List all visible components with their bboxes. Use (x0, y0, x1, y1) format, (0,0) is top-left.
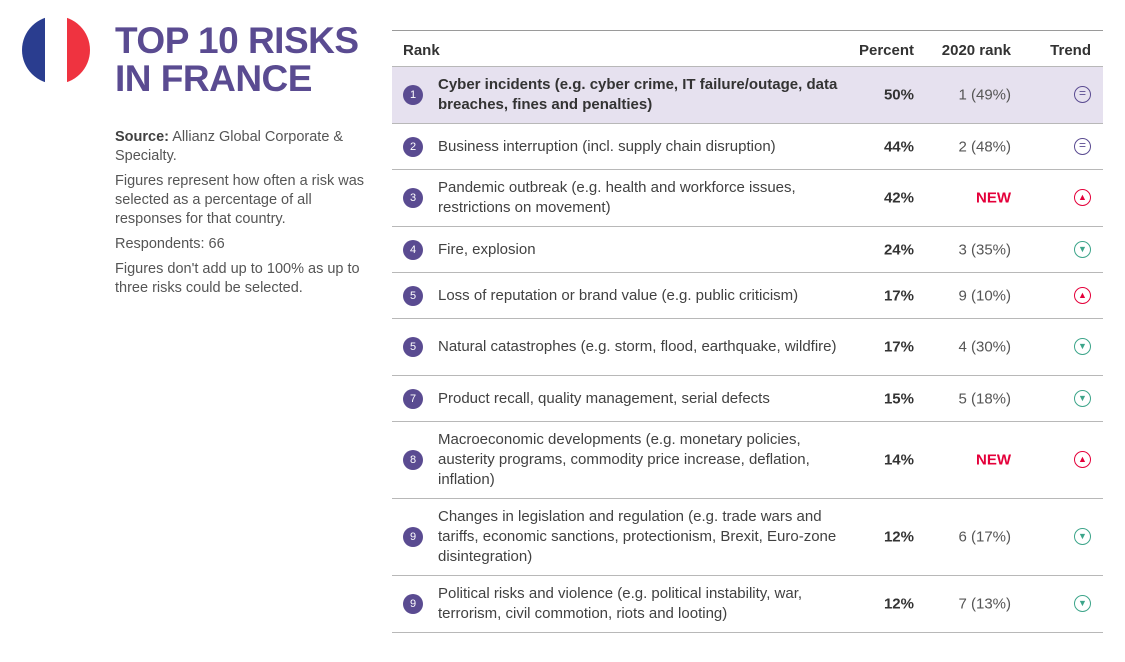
rank-2020: 3 (35%) (958, 241, 1011, 258)
table-row: 2 Business interruption (incl. supply cha… (392, 123, 1103, 169)
source-text: Allianz Global Corporate & Specialty. (115, 129, 344, 164)
trend-down-icon: ▼ (1074, 240, 1091, 258)
risk-name: Political risks and violence (e.g. polit… (438, 585, 803, 622)
risk-percent: 17% (883, 338, 914, 356)
table-header: Rank Percent 2020 rank Trend (392, 30, 1103, 66)
risk-name: Loss of reputation or brand value (e.g. … (438, 286, 799, 304)
header-2020-rank: 2020 rank (941, 42, 1011, 59)
title-line-1: TOP 10 RISKS (115, 20, 359, 61)
risk-name: Fire, explosion (438, 240, 536, 258)
rank-badge: 5 (403, 285, 423, 306)
risk-name: Changes in legislation and regulation (e… (438, 508, 837, 565)
rank-2020: NEW (976, 189, 1011, 207)
risk-name: Cyber incidents (e.g. cyber crime, IT fa… (438, 76, 838, 113)
rank-badge: 1 (403, 85, 423, 105)
rank-2020: 6 (17%) (958, 528, 1011, 546)
header-percent: Percent (858, 42, 914, 59)
table-row: 8 Macroeconomic developments (e.g. moneta… (392, 421, 1103, 498)
risk-name: Product recall, quality management, seri… (438, 389, 770, 407)
trend-down-icon: ▼ (1074, 595, 1091, 612)
risk-name: Business interruption (incl. supply chai… (438, 137, 776, 155)
risk-percent: 44% (883, 138, 914, 155)
rank-badge: 2 (403, 136, 423, 157)
rank-2020: 2 (48%) (958, 138, 1011, 155)
table-row: 9 Political risks and violence (e.g. poli… (392, 575, 1103, 633)
header-rank: Rank (403, 42, 440, 59)
table-row: 9 Changes in legislation and regulation (… (392, 498, 1103, 575)
risk-percent: 14% (883, 451, 914, 469)
france-flag-icon (22, 16, 90, 84)
risk-name: Natural catastrophes (e.g. storm, flood,… (438, 338, 837, 355)
table-row: 5 Loss of reputation or brand value (e.g.… (392, 272, 1103, 318)
rank-2020: 4 (30%) (958, 338, 1011, 356)
trend-same-icon: = (1074, 137, 1091, 155)
rank-badge: 5 (403, 337, 423, 357)
rank-2020: 5 (18%) (958, 390, 1011, 407)
flag-stripe-blue (22, 16, 45, 84)
table-row: 5 Natural catastrophes (e.g. storm, flood… (392, 318, 1103, 375)
rank-badge: 9 (403, 594, 423, 614)
table-row: 7 Product recall, quality management, ser… (392, 375, 1103, 421)
flag-stripe-white (44, 16, 68, 84)
risk-percent: 42% (883, 189, 914, 207)
header-trend: Trend (1050, 42, 1091, 59)
risk-percent: 17% (883, 287, 914, 304)
risk-name: Pandemic outbreak (e.g. health and workf… (438, 179, 796, 216)
rank-badge: 3 (403, 188, 423, 208)
title-line-2: IN FRANCE (115, 58, 312, 99)
rank-badge: 9 (403, 527, 423, 547)
trend-down-icon: ▼ (1074, 389, 1091, 407)
rank-2020: NEW (976, 451, 1011, 469)
table-row: 1 Cyber incidents (e.g. cyber crime, IT f… (392, 66, 1103, 123)
trend-up-icon: ▲ (1074, 286, 1091, 304)
trend-up-icon: ▲ (1074, 451, 1091, 468)
rank-2020: 9 (10%) (958, 287, 1011, 304)
source-label: Source: (115, 129, 169, 145)
risk-percent: 24% (883, 241, 914, 258)
source-note-2: Figures don't add up to 100% as up to th… (115, 261, 360, 296)
page-title: TOP 10 RISKS IN FRANCE (115, 22, 359, 98)
source-notes: Source: Allianz Global Corporate & Speci… (115, 128, 370, 304)
trend-same-icon: = (1074, 86, 1091, 103)
table-row: 4 Fire, explosion 24% 3 (35%) ▼ (392, 226, 1103, 272)
risk-percent: 12% (883, 595, 914, 613)
risk-name: Macroeconomic developments (e.g. monetar… (438, 431, 810, 488)
flag-stripe-red (67, 16, 90, 84)
rank-2020: 1 (49%) (958, 86, 1011, 104)
respondents-count: Respondents: 66 (115, 236, 225, 252)
rank-2020: 7 (13%) (958, 595, 1011, 613)
risk-percent: 15% (883, 390, 914, 407)
risk-percent: 12% (883, 528, 914, 546)
source-note-1: Figures represent how often a risk was s… (115, 173, 365, 227)
rank-badge: 8 (403, 450, 423, 470)
risk-table: Rank Percent 2020 rank Trend 1 Cyber inci… (392, 30, 1103, 633)
risk-percent: 50% (883, 86, 914, 104)
table-row: 3 Pandemic outbreak (e.g. health and work… (392, 169, 1103, 226)
trend-down-icon: ▼ (1074, 338, 1091, 355)
trend-down-icon: ▼ (1074, 528, 1091, 545)
rank-badge: 7 (403, 388, 423, 409)
trend-up-icon: ▲ (1074, 189, 1091, 206)
rank-badge: 4 (403, 239, 423, 260)
table-body: 1 Cyber incidents (e.g. cyber crime, IT f… (392, 66, 1103, 633)
source-line: Source: Allianz Global Corporate & Speci… (115, 128, 370, 166)
